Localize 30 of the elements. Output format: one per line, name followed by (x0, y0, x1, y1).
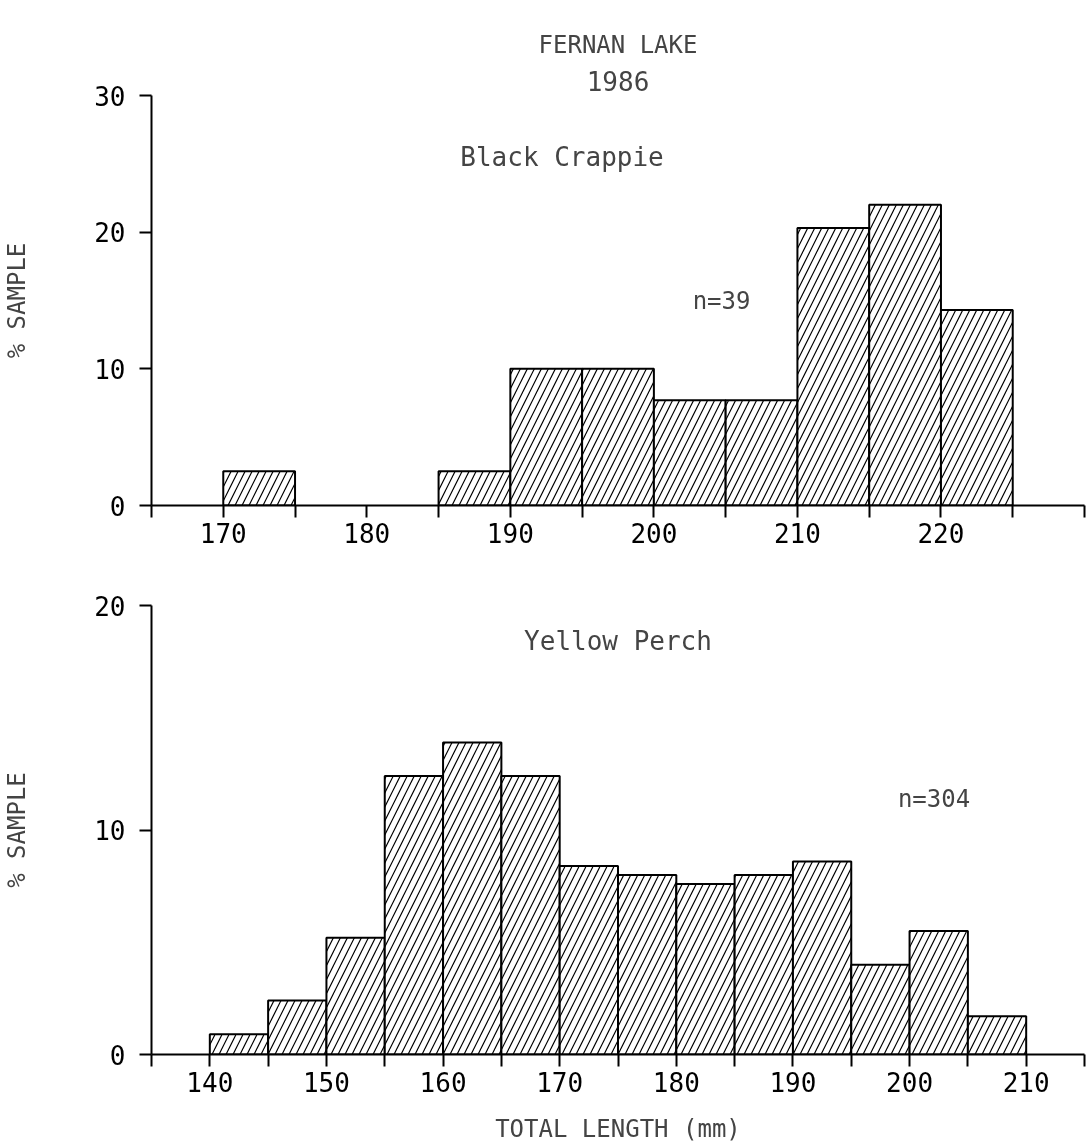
chart-title: FERNAN LAKE (538, 30, 698, 59)
x-tick-label: 200 (630, 518, 678, 549)
y-tick-label: 0 (109, 491, 126, 522)
x-tick-label: 180 (652, 1067, 700, 1098)
x-tick-label: 200 (886, 1067, 934, 1098)
y-tick-label: 30 (94, 81, 126, 112)
x-tick-label: 190 (769, 1067, 817, 1098)
x-tick-label: 160 (419, 1067, 467, 1098)
y-tick-label: 10 (94, 816, 126, 846)
y-axis-title: % SAMPLE (3, 772, 32, 888)
x-tick-label: 210 (1002, 1067, 1050, 1098)
annotation: n=39 (692, 286, 751, 315)
text: Black Crappie (460, 142, 664, 172)
x-tick-label: 170 (536, 1067, 584, 1098)
x-tick-label: 220 (917, 518, 965, 549)
x-tick-label: 170 (199, 518, 247, 549)
y-tick-label: 20 (94, 591, 126, 622)
annotation: n=304 (897, 784, 971, 813)
y-tick-label: 0 (109, 1040, 126, 1071)
y-tick-label: 10 (94, 354, 126, 385)
text: Yellow Perch (524, 626, 712, 657)
x-tick-label: 180 (343, 518, 391, 549)
chart-subtitle: 1986 (586, 66, 650, 97)
x-axis-title: TOTAL LENGTH (mm) (495, 1114, 741, 1143)
x-tick-label: 190 (486, 518, 534, 549)
x-tick-label: 150 (302, 1067, 350, 1098)
x-tick-label: 140 (186, 1067, 234, 1098)
x-tick-label: 210 (773, 518, 821, 549)
y-axis-title: % SAMPLE (3, 242, 32, 359)
y-tick-label: 20 (94, 218, 126, 249)
